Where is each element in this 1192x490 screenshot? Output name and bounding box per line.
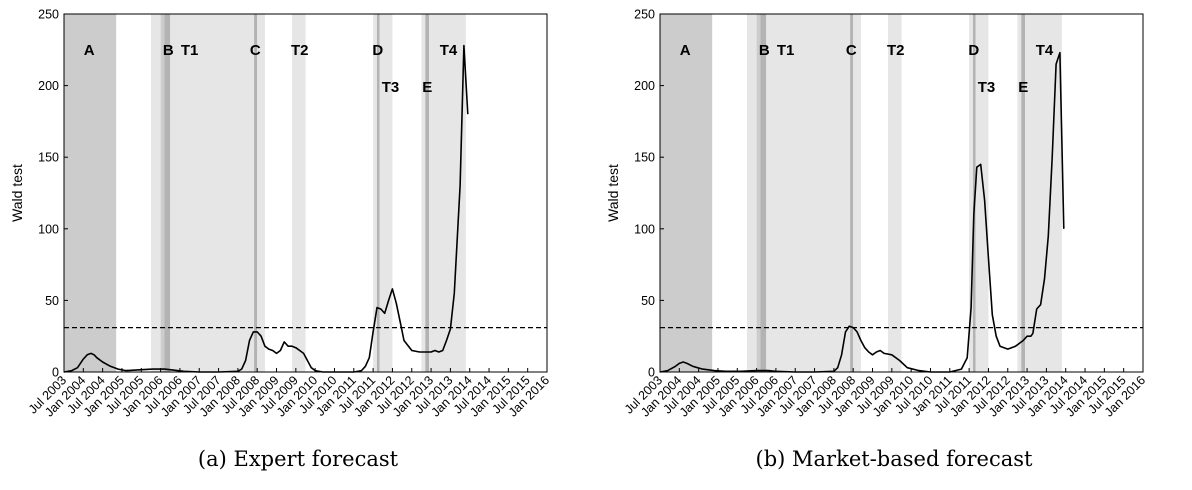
y-tick-label: 100 bbox=[38, 222, 59, 236]
y-tick-label: 0 bbox=[52, 366, 59, 380]
region-label: T1 bbox=[777, 42, 795, 59]
region-label: T2 bbox=[887, 42, 905, 59]
region-label: T3 bbox=[978, 79, 996, 96]
region-label: C bbox=[250, 42, 261, 59]
y-tick-label: 200 bbox=[634, 79, 655, 93]
chart-panel-b: 0 50 100 150 200 250 Jul 2003 Jan 2004 Jul 2004 J… bbox=[596, 0, 1192, 490]
chart-panel-a: 0 50 100 150 200 250 Jul 2003 Jan 2004 Jul 2004 J… bbox=[9, 8, 552, 472]
series-line bbox=[63, 44, 469, 373]
shaded-region bbox=[170, 14, 255, 372]
shaded-region bbox=[379, 14, 393, 372]
y-tick-label: 0 bbox=[648, 366, 655, 380]
plot-frame bbox=[63, 13, 548, 373]
region-label: D bbox=[968, 42, 979, 59]
shaded-region bbox=[975, 14, 989, 372]
shaded-region bbox=[972, 14, 976, 372]
plot-frame bbox=[659, 13, 1144, 373]
region-label: T4 bbox=[440, 42, 458, 59]
shaded-region bbox=[660, 14, 713, 372]
region-label: A bbox=[680, 42, 691, 59]
shaded-region bbox=[850, 14, 854, 372]
y-tick-label: 150 bbox=[634, 151, 655, 165]
region-label: T1 bbox=[181, 42, 199, 59]
shaded-region bbox=[150, 14, 161, 372]
y-axis-label: Wald test bbox=[605, 164, 621, 222]
shaded-region bbox=[1017, 14, 1022, 372]
region-label: C bbox=[846, 42, 857, 59]
shaded-region bbox=[164, 14, 171, 372]
shaded-region bbox=[760, 14, 767, 372]
y-tick-label: 50 bbox=[641, 294, 655, 308]
y-tick-label: 100 bbox=[634, 222, 655, 236]
region-label: T3 bbox=[382, 79, 400, 96]
shaded-region bbox=[291, 14, 306, 372]
y-tick-label: 150 bbox=[38, 151, 59, 165]
y-axis-label: Wald test bbox=[9, 164, 25, 222]
shaded-region bbox=[766, 14, 851, 372]
region-label: T2 bbox=[291, 42, 309, 59]
shaded-region bbox=[254, 14, 258, 372]
region-label: B bbox=[759, 42, 770, 59]
shaded-region bbox=[853, 14, 861, 372]
shaded-region bbox=[969, 14, 973, 372]
shaded-region bbox=[746, 14, 757, 372]
region-label: A bbox=[84, 42, 95, 59]
caption-a: (a) Expert forecast bbox=[197, 447, 399, 471]
region-label: B bbox=[163, 42, 174, 59]
shaded-region bbox=[756, 14, 761, 372]
shaded-region bbox=[421, 14, 426, 372]
shaded-region bbox=[1021, 14, 1026, 372]
series-line bbox=[659, 51, 1065, 373]
shaded-region bbox=[64, 14, 117, 372]
y-tick-label: 250 bbox=[38, 8, 59, 22]
shaded-region bbox=[376, 14, 380, 372]
y-tick-label: 50 bbox=[45, 294, 59, 308]
shaded-region bbox=[257, 14, 265, 372]
region-label: E bbox=[422, 79, 432, 96]
region-label: E bbox=[1018, 79, 1028, 96]
region-label: T4 bbox=[1036, 42, 1054, 59]
y-tick-label: 200 bbox=[38, 79, 59, 93]
region-label: D bbox=[372, 42, 383, 59]
shaded-region bbox=[425, 14, 430, 372]
shaded-region bbox=[160, 14, 165, 372]
y-tick-label: 250 bbox=[634, 8, 655, 22]
caption-b: (b) Market-based forecast bbox=[755, 447, 1033, 471]
shaded-region bbox=[373, 14, 377, 372]
shaded-region bbox=[887, 14, 902, 372]
